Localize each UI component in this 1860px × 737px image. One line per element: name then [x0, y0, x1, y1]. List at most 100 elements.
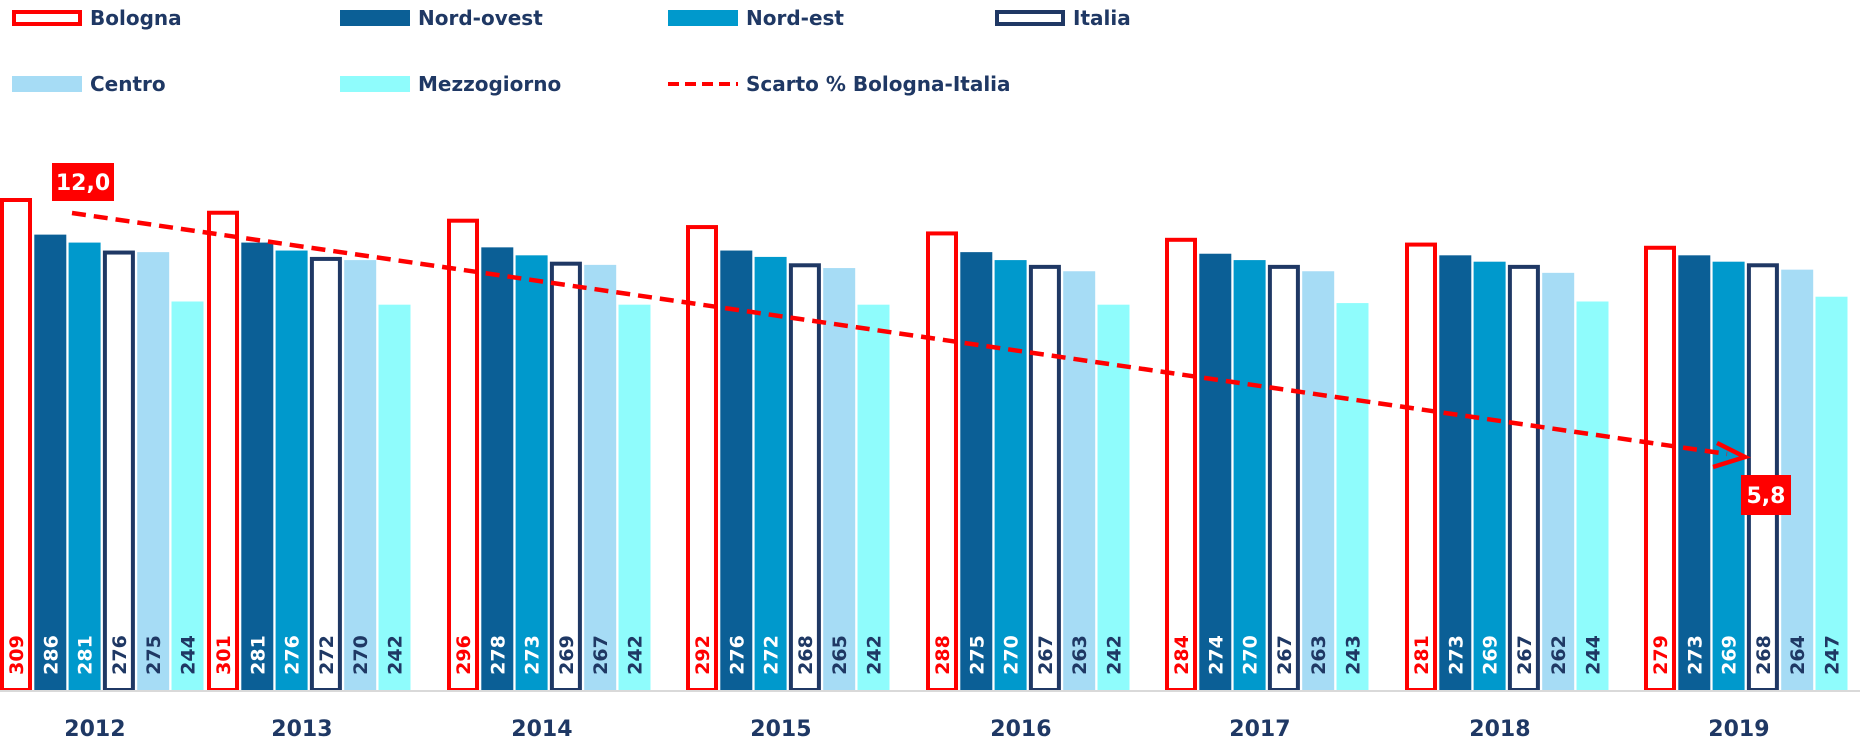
bar-centro-2012 [137, 252, 170, 690]
value-label-nord-est-2012: 281 [75, 635, 97, 675]
value-label-centro-2017: 263 [1308, 635, 1330, 675]
value-label-bologna-2016: 288 [932, 635, 954, 675]
bar-mezzogiorno-2014 [618, 304, 651, 690]
bar-mezzogiorno-2016 [1097, 304, 1130, 690]
bar-nord-est-2014 [515, 255, 548, 691]
value-label-centro-2015: 265 [829, 635, 851, 675]
legend: Bologna Nord-ovest Nord-est Italia Centro Mez… [12, 6, 1131, 96]
legend-item-nord-ovest: Nord-ovest [340, 6, 543, 30]
value-label-bologna-2012: 309 [6, 635, 28, 675]
bar-centro-2017 [1302, 271, 1335, 690]
bar-mezzogiorno-2017 [1336, 303, 1369, 690]
trend-start-value: 12,0 [56, 171, 110, 196]
bar-bologna-2018 [1405, 242, 1437, 692]
bar-centro-2016 [1063, 271, 1096, 690]
value-label-nord-ovest-2017: 274 [1205, 635, 1227, 675]
trend-arrow-head [1712, 440, 1751, 470]
bar-nord-ovest-2018 [1439, 255, 1472, 691]
trend-end-callout: 5,8 [1741, 475, 1791, 515]
value-label-centro-2016: 263 [1069, 635, 1091, 675]
bar-italia-2016 [1028, 264, 1061, 692]
value-label-bologna-2013: 301 [213, 635, 235, 675]
x-tick-2013: 2013 [271, 717, 332, 737]
trend-line-group: 12,0 5,8 [52, 163, 1791, 515]
legend-item-nord-est: Nord-est [668, 6, 844, 30]
value-label-nord-ovest-2019: 273 [1684, 635, 1706, 675]
value-label-nord-est-2016: 270 [1001, 635, 1023, 675]
bar-nord-ovest-2014 [481, 247, 514, 690]
bar-italia-2013 [309, 256, 342, 692]
bar-centro-2013 [344, 260, 377, 690]
value-label-nord-est-2015: 272 [761, 635, 783, 675]
bar-nord-ovest-2017 [1199, 253, 1232, 690]
x-tick-2017: 2017 [1229, 717, 1290, 737]
value-label-bologna-2017: 284 [1171, 635, 1193, 675]
bar-nord-est-2019 [1712, 261, 1745, 690]
legend-label: Bologna [90, 6, 182, 30]
bar-nord-est-2018 [1473, 261, 1506, 690]
bar-bologna-2017 [1165, 237, 1197, 693]
bar-mezzogiorno-2012 [171, 301, 204, 690]
value-label-mezzogiorno-2017: 243 [1343, 635, 1365, 675]
trend-end-value: 5,8 [1747, 484, 1786, 509]
value-label-nord-ovest-2018: 273 [1445, 635, 1467, 675]
bar-italia-2018 [1507, 264, 1540, 692]
legend-label: Scarto % Bologna-Italia [746, 72, 1011, 96]
value-label-centro-2012: 275 [143, 635, 165, 675]
bar-bologna-2019 [1644, 245, 1676, 692]
bar-mezzogiorno-2018 [1576, 301, 1609, 690]
callout-box [52, 163, 114, 201]
value-label-nord-est-2019: 269 [1719, 635, 1741, 675]
trend-line [71, 210, 1728, 457]
value-label-nord-est-2014: 273 [522, 635, 544, 675]
bar-italia-2014 [549, 261, 582, 692]
value-label-italia-2013: 272 [316, 635, 338, 675]
value-label-mezzogiorno-2019: 247 [1822, 635, 1844, 675]
legend-item-mezzogiorno: Mezzogiorno [340, 72, 561, 96]
trend-start-callout: 12,0 [52, 163, 114, 201]
bar-nord-est-2012 [68, 242, 101, 690]
bar-bologna-2014 [447, 218, 479, 692]
legend-item-centro: Centro [12, 72, 166, 96]
value-label-centro-2013: 270 [350, 635, 372, 675]
value-label-italia-2018: 267 [1514, 635, 1536, 675]
bar-bologna-2012 [0, 198, 32, 692]
value-labels: 309 286 281 276 275 244 301 281 276 272 270 242 296 2… [6, 635, 1844, 675]
value-label-bologna-2019: 279 [1650, 635, 1672, 675]
value-label-mezzogiorno-2015: 242 [864, 635, 886, 675]
value-label-nord-ovest-2014: 278 [487, 635, 509, 675]
x-tick-2019: 2019 [1708, 717, 1769, 737]
bar-nord-est-2017 [1233, 260, 1266, 690]
bars [0, 198, 1860, 693]
bar-nord-ovest-2012 [34, 234, 67, 691]
legend-swatch [340, 10, 410, 26]
x-tick-2016: 2016 [990, 717, 1051, 737]
bar-bologna-2013 [207, 210, 239, 693]
value-label-mezzogiorno-2013: 242 [385, 635, 407, 675]
legend-swatch [12, 76, 82, 92]
bar-centro-2014 [584, 264, 617, 690]
bar-italia-2012 [102, 250, 135, 692]
value-label-mezzogiorno-2016: 242 [1104, 635, 1126, 675]
bar-bologna-2016 [926, 231, 958, 692]
bar-italia-2015 [788, 263, 821, 692]
x-tick-2015: 2015 [750, 717, 811, 737]
value-label-italia-2017: 267 [1274, 635, 1296, 675]
value-label-mezzogiorno-2014: 242 [625, 635, 647, 675]
bar-mezzogiorno-2019 [1815, 296, 1848, 690]
legend-label: Centro [90, 72, 166, 96]
bar-bologna-2015 [686, 225, 718, 692]
legend-label: Mezzogiorno [418, 72, 561, 96]
value-label-italia-2019: 268 [1753, 635, 1775, 675]
legend-item-italia: Italia [995, 6, 1131, 30]
value-label-italia-2012: 276 [109, 635, 131, 675]
value-label-italia-2014: 269 [556, 635, 578, 675]
bar-mezzogiorno-2015 [857, 304, 890, 690]
callout-box [1741, 475, 1791, 515]
value-label-nord-est-2018: 269 [1480, 635, 1502, 675]
legend-item-scarto-bologna-italia: Scarto % Bologna-Italia [668, 72, 1011, 96]
value-label-mezzogiorno-2018: 244 [1583, 635, 1605, 675]
bar-nord-ovest-2013 [241, 242, 274, 690]
x-tick-2014: 2014 [511, 717, 572, 737]
